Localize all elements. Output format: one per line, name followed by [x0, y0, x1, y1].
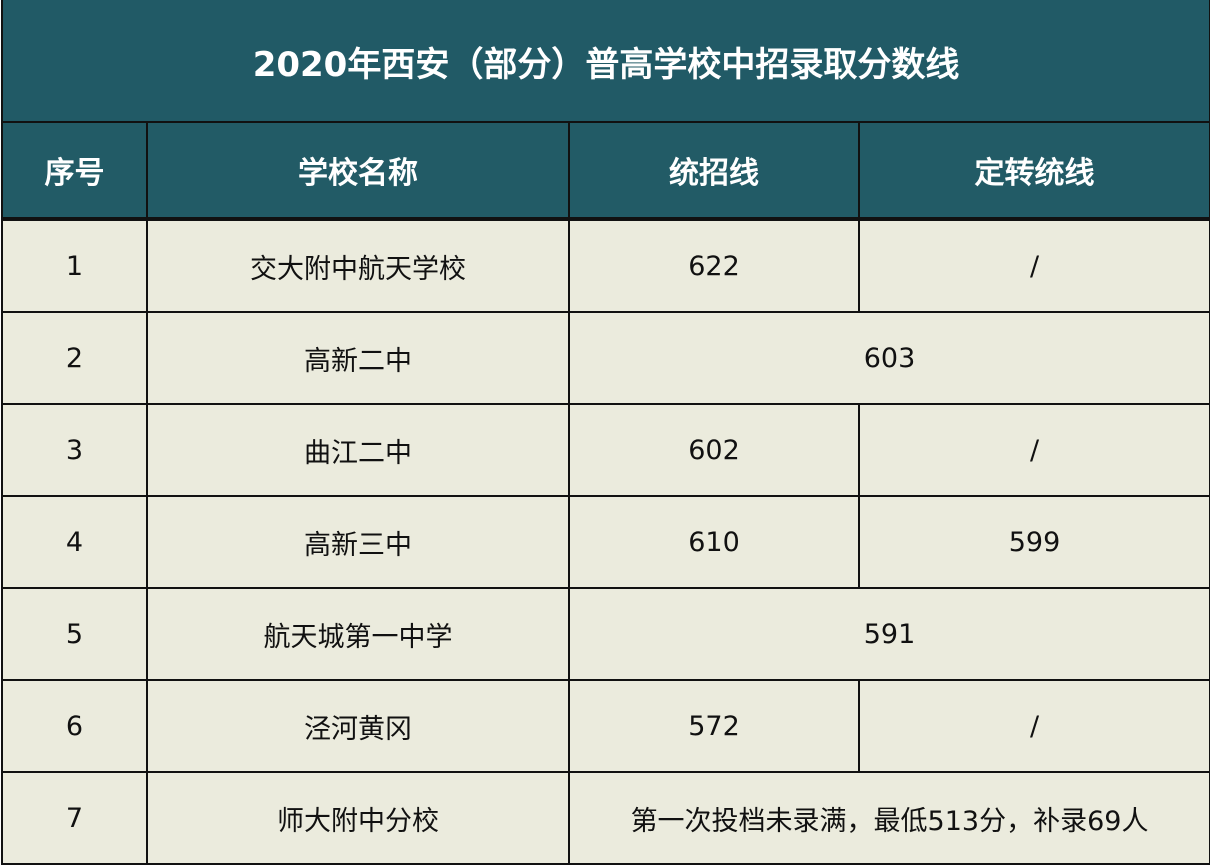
- table-row: 1 交大附中航天学校 622/: [1, 218, 1210, 313]
- dingzhuan-cell: /: [857, 218, 1210, 313]
- dingzhuan-cell: 599: [857, 495, 1210, 589]
- tongzhao-cell: 572: [568, 679, 860, 773]
- table-row: 7 师大附中分校 第一次投档未录满，最低513分，补录69人: [1, 771, 1210, 865]
- table-row: 5 航天城第一中学 591: [1, 587, 1210, 681]
- school-cell: 泾河黄冈: [146, 679, 570, 773]
- merged-score-cell: 第一次投档未录满，最低513分，补录69人: [567, 771, 1210, 865]
- school-cell: 交大附中航天学校: [146, 218, 570, 313]
- merged-score-cell: 591: [567, 587, 1210, 681]
- tongzhao-cell: 610: [568, 495, 860, 589]
- header-row: 序号 学校名称 统招线 定转统线: [1, 121, 1210, 221]
- school-cell: 高新二中: [146, 311, 570, 405]
- table-row: 4 高新三中 610 599: [1, 495, 1210, 589]
- no-cell: 4: [1, 495, 148, 589]
- table-row: 3 曲江二中 602/: [1, 403, 1210, 497]
- no-cell: 1: [1, 218, 148, 313]
- table-title: 2020年西安（部分）普高学校中招录取分数线: [0, 0, 1210, 123]
- dingzhuan-cell: /: [857, 679, 1210, 773]
- school-cell: 曲江二中: [146, 403, 570, 497]
- no-cell: 5: [1, 587, 148, 681]
- table-row: 6 泾河黄冈 572/: [1, 679, 1210, 773]
- tongzhao-cell: 622: [568, 218, 860, 313]
- no-cell: 7: [1, 771, 148, 865]
- col-header-dingzhuan: 定转统线: [857, 121, 1210, 221]
- table-row: 2 高新二中 603: [1, 311, 1210, 405]
- col-header-school: 学校名称: [146, 121, 570, 221]
- school-cell: 高新三中: [146, 495, 570, 589]
- no-cell: 6: [1, 679, 148, 773]
- school-cell: 师大附中分校: [146, 771, 570, 865]
- col-header-no: 序号: [1, 121, 148, 221]
- no-cell: 3: [1, 403, 148, 497]
- col-header-tongzhao: 统招线: [568, 121, 860, 221]
- school-cell: 航天城第一中学: [146, 587, 570, 681]
- merged-score-cell: 603: [567, 311, 1210, 405]
- no-cell: 2: [1, 311, 148, 405]
- dingzhuan-cell: /: [857, 403, 1210, 497]
- tongzhao-cell: 602: [568, 403, 860, 497]
